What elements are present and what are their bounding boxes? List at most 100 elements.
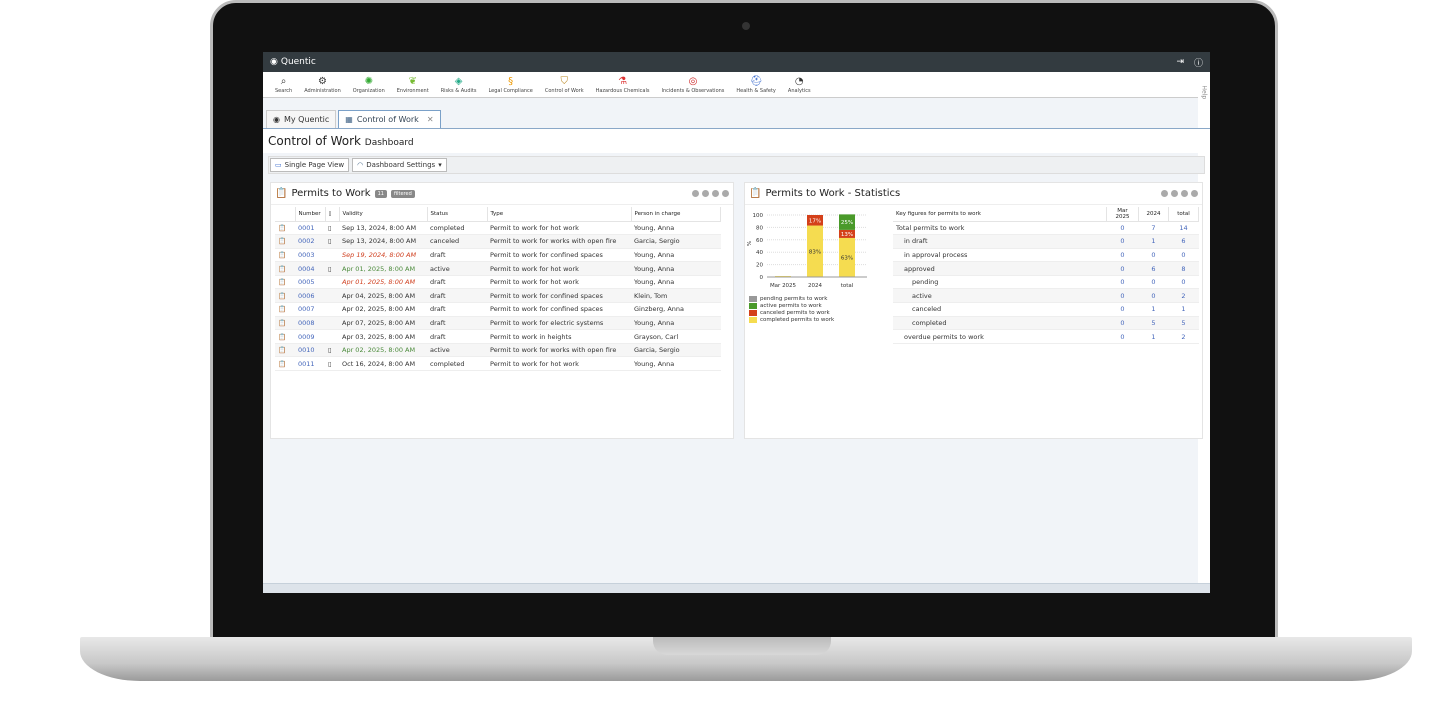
key-figure-value[interactable]: 0	[1138, 275, 1169, 290]
table-row[interactable]: 📋 0010 ▯ Apr 02, 2025, 8:00 AM active Permit …	[275, 343, 721, 358]
dashboard-settings-button[interactable]: ◠ Dashboard Settings ▾	[352, 158, 447, 172]
permit-number-link[interactable]: 0009	[295, 329, 325, 344]
key-figure-value[interactable]: 0	[1106, 221, 1139, 236]
bar-segment[interactable]	[839, 229, 855, 238]
key-figure-value[interactable]: 0	[1168, 275, 1199, 290]
nav-item[interactable]: ⛉ Control of Work	[539, 72, 590, 97]
refresh-icon[interactable]	[1171, 190, 1178, 197]
key-figure-value[interactable]: 6	[1138, 261, 1169, 276]
col-person[interactable]: Person in charge	[631, 207, 721, 222]
tab-my-quentic[interactable]: ◉ My Quentic	[266, 110, 337, 128]
key-figure-value[interactable]: 0	[1106, 261, 1139, 276]
col-validity[interactable]: Validity	[339, 207, 428, 222]
legend-item[interactable]: canceled permits to work	[749, 309, 834, 316]
table-row[interactable]: 📋 0005 Apr 01, 2025, 8:00 AM draft Permit to…	[275, 275, 721, 290]
table-row[interactable]: 📋 0001 ▯ Sep 13, 2024, 8:00 AM completed Perm…	[275, 221, 721, 236]
key-figure-value[interactable]: 0	[1106, 288, 1139, 304]
key-figure-value[interactable]: 0	[1106, 316, 1139, 331]
bar-segment[interactable]	[807, 215, 823, 226]
permit-number-link[interactable]: 0011	[295, 356, 325, 372]
col-number[interactable]: Number	[295, 207, 326, 222]
nav-item[interactable]: § Legal Compliance	[482, 72, 538, 97]
key-figure-value[interactable]: 2	[1168, 288, 1199, 304]
col-type[interactable]: Type	[487, 207, 632, 222]
table-row[interactable]: 📋 0003 Sep 19, 2024, 8:00 AM draft Permit to…	[275, 248, 721, 263]
table-row[interactable]: 📋 0007 Apr 02, 2025, 8:00 AM draft Permit to…	[275, 302, 721, 317]
nav-item[interactable]: ◔ Analytics	[782, 72, 817, 97]
nav-item[interactable]: ⚗ Hazardous Chemicals	[590, 72, 656, 97]
key-figure-value[interactable]: 5	[1138, 316, 1169, 331]
key-figure-value[interactable]: 0	[1138, 288, 1169, 304]
table-row[interactable]: 📋 0004 ▯ Apr 01, 2025, 8:00 AM active Permit …	[275, 261, 721, 276]
nav-item[interactable]: ❦ Environment	[391, 72, 435, 97]
permit-number-link[interactable]: 0001	[295, 221, 325, 236]
permit-number-link[interactable]: 0006	[295, 288, 325, 304]
key-figure-value[interactable]: 1	[1138, 234, 1169, 249]
permit-number-link[interactable]: 0004	[295, 261, 325, 276]
person: Young, Anna	[631, 248, 721, 263]
close-icon[interactable]	[1181, 190, 1188, 197]
data-label: 13%	[841, 232, 853, 238]
key-figure-value[interactable]: 1	[1168, 302, 1199, 317]
x-tick-label: 2024	[808, 283, 822, 289]
close-icon[interactable]: ✕	[426, 115, 434, 124]
legend-item[interactable]: pending permits to work	[749, 295, 834, 302]
legend-item[interactable]: completed permits to work	[749, 316, 834, 323]
help-icon[interactable]: ⓘ	[1193, 58, 1203, 69]
key-figure-value[interactable]: 6	[1168, 234, 1199, 249]
col-status[interactable]: Status	[427, 207, 488, 222]
key-figure-value[interactable]: 0	[1106, 234, 1139, 249]
collapse-icon[interactable]	[722, 190, 729, 197]
key-figure-value[interactable]: 0	[1106, 302, 1139, 317]
key-figure-value[interactable]: 1	[1138, 302, 1169, 317]
legend-item[interactable]: active permits to work	[749, 302, 834, 309]
document-icon[interactable]: ▯	[325, 234, 339, 249]
permit-number-link[interactable]: 0007	[295, 302, 325, 317]
key-figure-value[interactable]: 14	[1168, 221, 1199, 236]
document-icon[interactable]: ▯	[325, 356, 339, 372]
key-figure-value[interactable]: 0	[1106, 329, 1139, 344]
refresh-icon[interactable]	[702, 190, 709, 197]
document-icon[interactable]: ▯	[325, 261, 339, 276]
filter-icon[interactable]	[692, 190, 699, 197]
key-figure-value[interactable]: 5	[1168, 316, 1199, 331]
document-icon[interactable]: ▯	[325, 343, 339, 358]
key-figure-value[interactable]: 0	[1106, 275, 1139, 290]
nav-item[interactable]: ⛑ Health & Safety	[730, 72, 782, 97]
logout-icon[interactable]: ⇥	[1176, 57, 1184, 67]
nav-item[interactable]: ◈ Risks & Audits	[435, 72, 483, 97]
bar-segment[interactable]	[807, 225, 823, 277]
key-figure-value[interactable]: 1	[1138, 329, 1169, 344]
nav-item[interactable]: ⚙ Administration	[298, 72, 347, 97]
tab-control-of-work[interactable]: ▦ Control of Work ✕	[338, 110, 441, 128]
table-row[interactable]: 📋 0008 Apr 07, 2025, 8:00 AM draft Permit to…	[275, 316, 721, 331]
permit-number-link[interactable]: 0002	[295, 234, 325, 249]
bar-segment[interactable]	[839, 237, 855, 277]
table-row[interactable]: 📋 0011 ▯ Oct 16, 2024, 8:00 AM completed Perm…	[275, 356, 721, 372]
key-figure-value[interactable]: 2	[1168, 329, 1199, 344]
nav-item[interactable]: ⌕ Search	[269, 72, 298, 97]
permit-number-link[interactable]: 0010	[295, 343, 325, 358]
filter-icon[interactable]	[1161, 190, 1168, 197]
key-figure-value[interactable]: 7	[1138, 221, 1169, 236]
table-row[interactable]: 📋 0009 Apr 03, 2025, 8:00 AM draft Permit to…	[275, 329, 721, 344]
key-figure-value[interactable]: 0	[1168, 248, 1199, 263]
collapse-icon[interactable]	[1191, 190, 1198, 197]
nav-item[interactable]: ✺ Organization	[347, 72, 391, 97]
validity: Apr 02, 2025, 8:00 AM	[339, 343, 427, 358]
key-figure-value[interactable]: 8	[1168, 261, 1199, 276]
validity: Apr 01, 2025, 8:00 AM	[339, 261, 427, 276]
permit-number-link[interactable]: 0003	[295, 248, 325, 263]
permit-number-link[interactable]: 0005	[295, 275, 325, 290]
key-figure-value[interactable]: 0	[1106, 248, 1139, 263]
bar-segment[interactable]	[839, 214, 855, 230]
nav-item[interactable]: ◎ Incidents & Observations	[656, 72, 731, 97]
table-row[interactable]: 📋 0006 Apr 04, 2025, 8:00 AM draft Permit to…	[275, 288, 721, 304]
key-figure-value[interactable]: 0	[1138, 248, 1169, 263]
table-row[interactable]: 📋 0002 ▯ Sep 13, 2024, 8:00 AM canceled Permi…	[275, 234, 721, 249]
single-page-view-button[interactable]: ▭ Single Page View	[270, 158, 350, 172]
status: completed	[427, 221, 487, 236]
document-icon[interactable]: ▯	[325, 221, 339, 236]
close-icon[interactable]	[712, 190, 719, 197]
permit-number-link[interactable]: 0008	[295, 316, 325, 331]
